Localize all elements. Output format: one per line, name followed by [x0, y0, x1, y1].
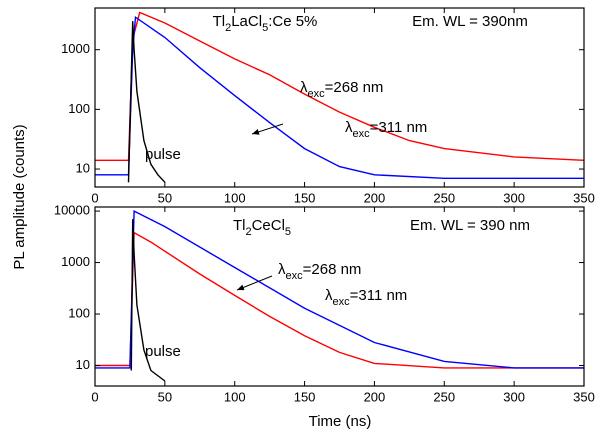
annotation-part: =268 nm — [325, 79, 384, 96]
annotation: λexc=268 nm — [278, 261, 361, 282]
annotation-part: Em. WL = 390nm — [412, 13, 528, 30]
annotation-part: 5 — [262, 22, 268, 34]
x-tick-label: 150 — [294, 190, 316, 205]
plot-frame — [94, 206, 585, 387]
series-label: pulse — [145, 146, 181, 163]
y-tick-label: 10000 — [54, 203, 90, 218]
annotation-part: Tl — [233, 217, 246, 234]
plot-frame — [94, 7, 585, 188]
x-tick-label: 250 — [433, 190, 455, 205]
annotation-part: Em. WL = 390 nm — [410, 217, 530, 234]
x-tick-label: 300 — [503, 190, 525, 205]
arrow — [251, 123, 284, 135]
annotation-part: Tl — [213, 13, 226, 30]
x-tick-label: 100 — [224, 190, 246, 205]
annotation: λexc=268 nm — [300, 79, 383, 100]
annotation-part: λ — [300, 79, 308, 96]
x-tick-label: 150 — [294, 389, 316, 404]
annotation: Em. WL = 390 nm — [410, 217, 530, 234]
annotation-part: exc — [308, 88, 326, 100]
x-tick-label: 300 — [503, 389, 525, 404]
annotation-part: =311 nm — [370, 119, 428, 136]
annotation-part: 2 — [245, 226, 251, 238]
annotation-part: 2 — [225, 22, 231, 34]
annotation: λexc=311 nm — [325, 287, 407, 308]
annotation-part: λ — [278, 261, 286, 278]
arrow — [236, 275, 273, 291]
annotation-part: LaCl — [231, 13, 262, 30]
x-tick-label: 50 — [158, 190, 172, 205]
y-tick-label: 10 — [76, 160, 90, 175]
annotation-part: =268 nm — [303, 261, 362, 278]
annotation-part: :Ce 5% — [268, 13, 317, 30]
y-tick-label: 1000 — [61, 41, 90, 56]
series-label: pulse — [145, 343, 181, 360]
x-tick-label: 100 — [224, 389, 246, 404]
y-tick-label: 1000 — [61, 254, 90, 269]
annotation: Em. WL = 390nm — [412, 13, 528, 30]
y-tick-label: 100 — [68, 305, 90, 320]
x-tick-label: 200 — [364, 190, 386, 205]
x-tick-label: 200 — [364, 389, 386, 404]
x-tick-label: 350 — [573, 389, 595, 404]
x-tick-label: 0 — [91, 389, 98, 404]
series-line — [130, 219, 166, 382]
series-line — [127, 21, 166, 183]
annotation-part: exc — [353, 128, 371, 140]
annotation: Tl2CeCl5 — [233, 217, 291, 238]
annotation-part: λ — [345, 119, 353, 136]
x-tick-label: 250 — [433, 389, 455, 404]
x-tick-label: 0 — [91, 190, 98, 205]
x-tick-label: 50 — [158, 389, 172, 404]
annotation-part: exc — [333, 296, 351, 308]
annotation-part: CeCl — [252, 217, 285, 234]
y-axis-label: PL amplitude (counts) — [11, 124, 28, 269]
annotation-part: 5 — [285, 226, 291, 238]
annotation-part: exc — [286, 270, 304, 282]
x-tick-label: 350 — [573, 190, 595, 205]
annotation: λexc=311 nm — [345, 119, 427, 140]
x-axis-label: Time (ns) — [309, 413, 372, 430]
y-tick-label: 10 — [76, 357, 90, 372]
series-line — [95, 15, 584, 179]
annotation-part: λ — [325, 287, 333, 304]
annotation: Tl2LaCl5:Ce 5% — [213, 13, 318, 34]
annotation-part: =311 nm — [350, 287, 408, 304]
y-tick-label: 100 — [68, 101, 90, 116]
